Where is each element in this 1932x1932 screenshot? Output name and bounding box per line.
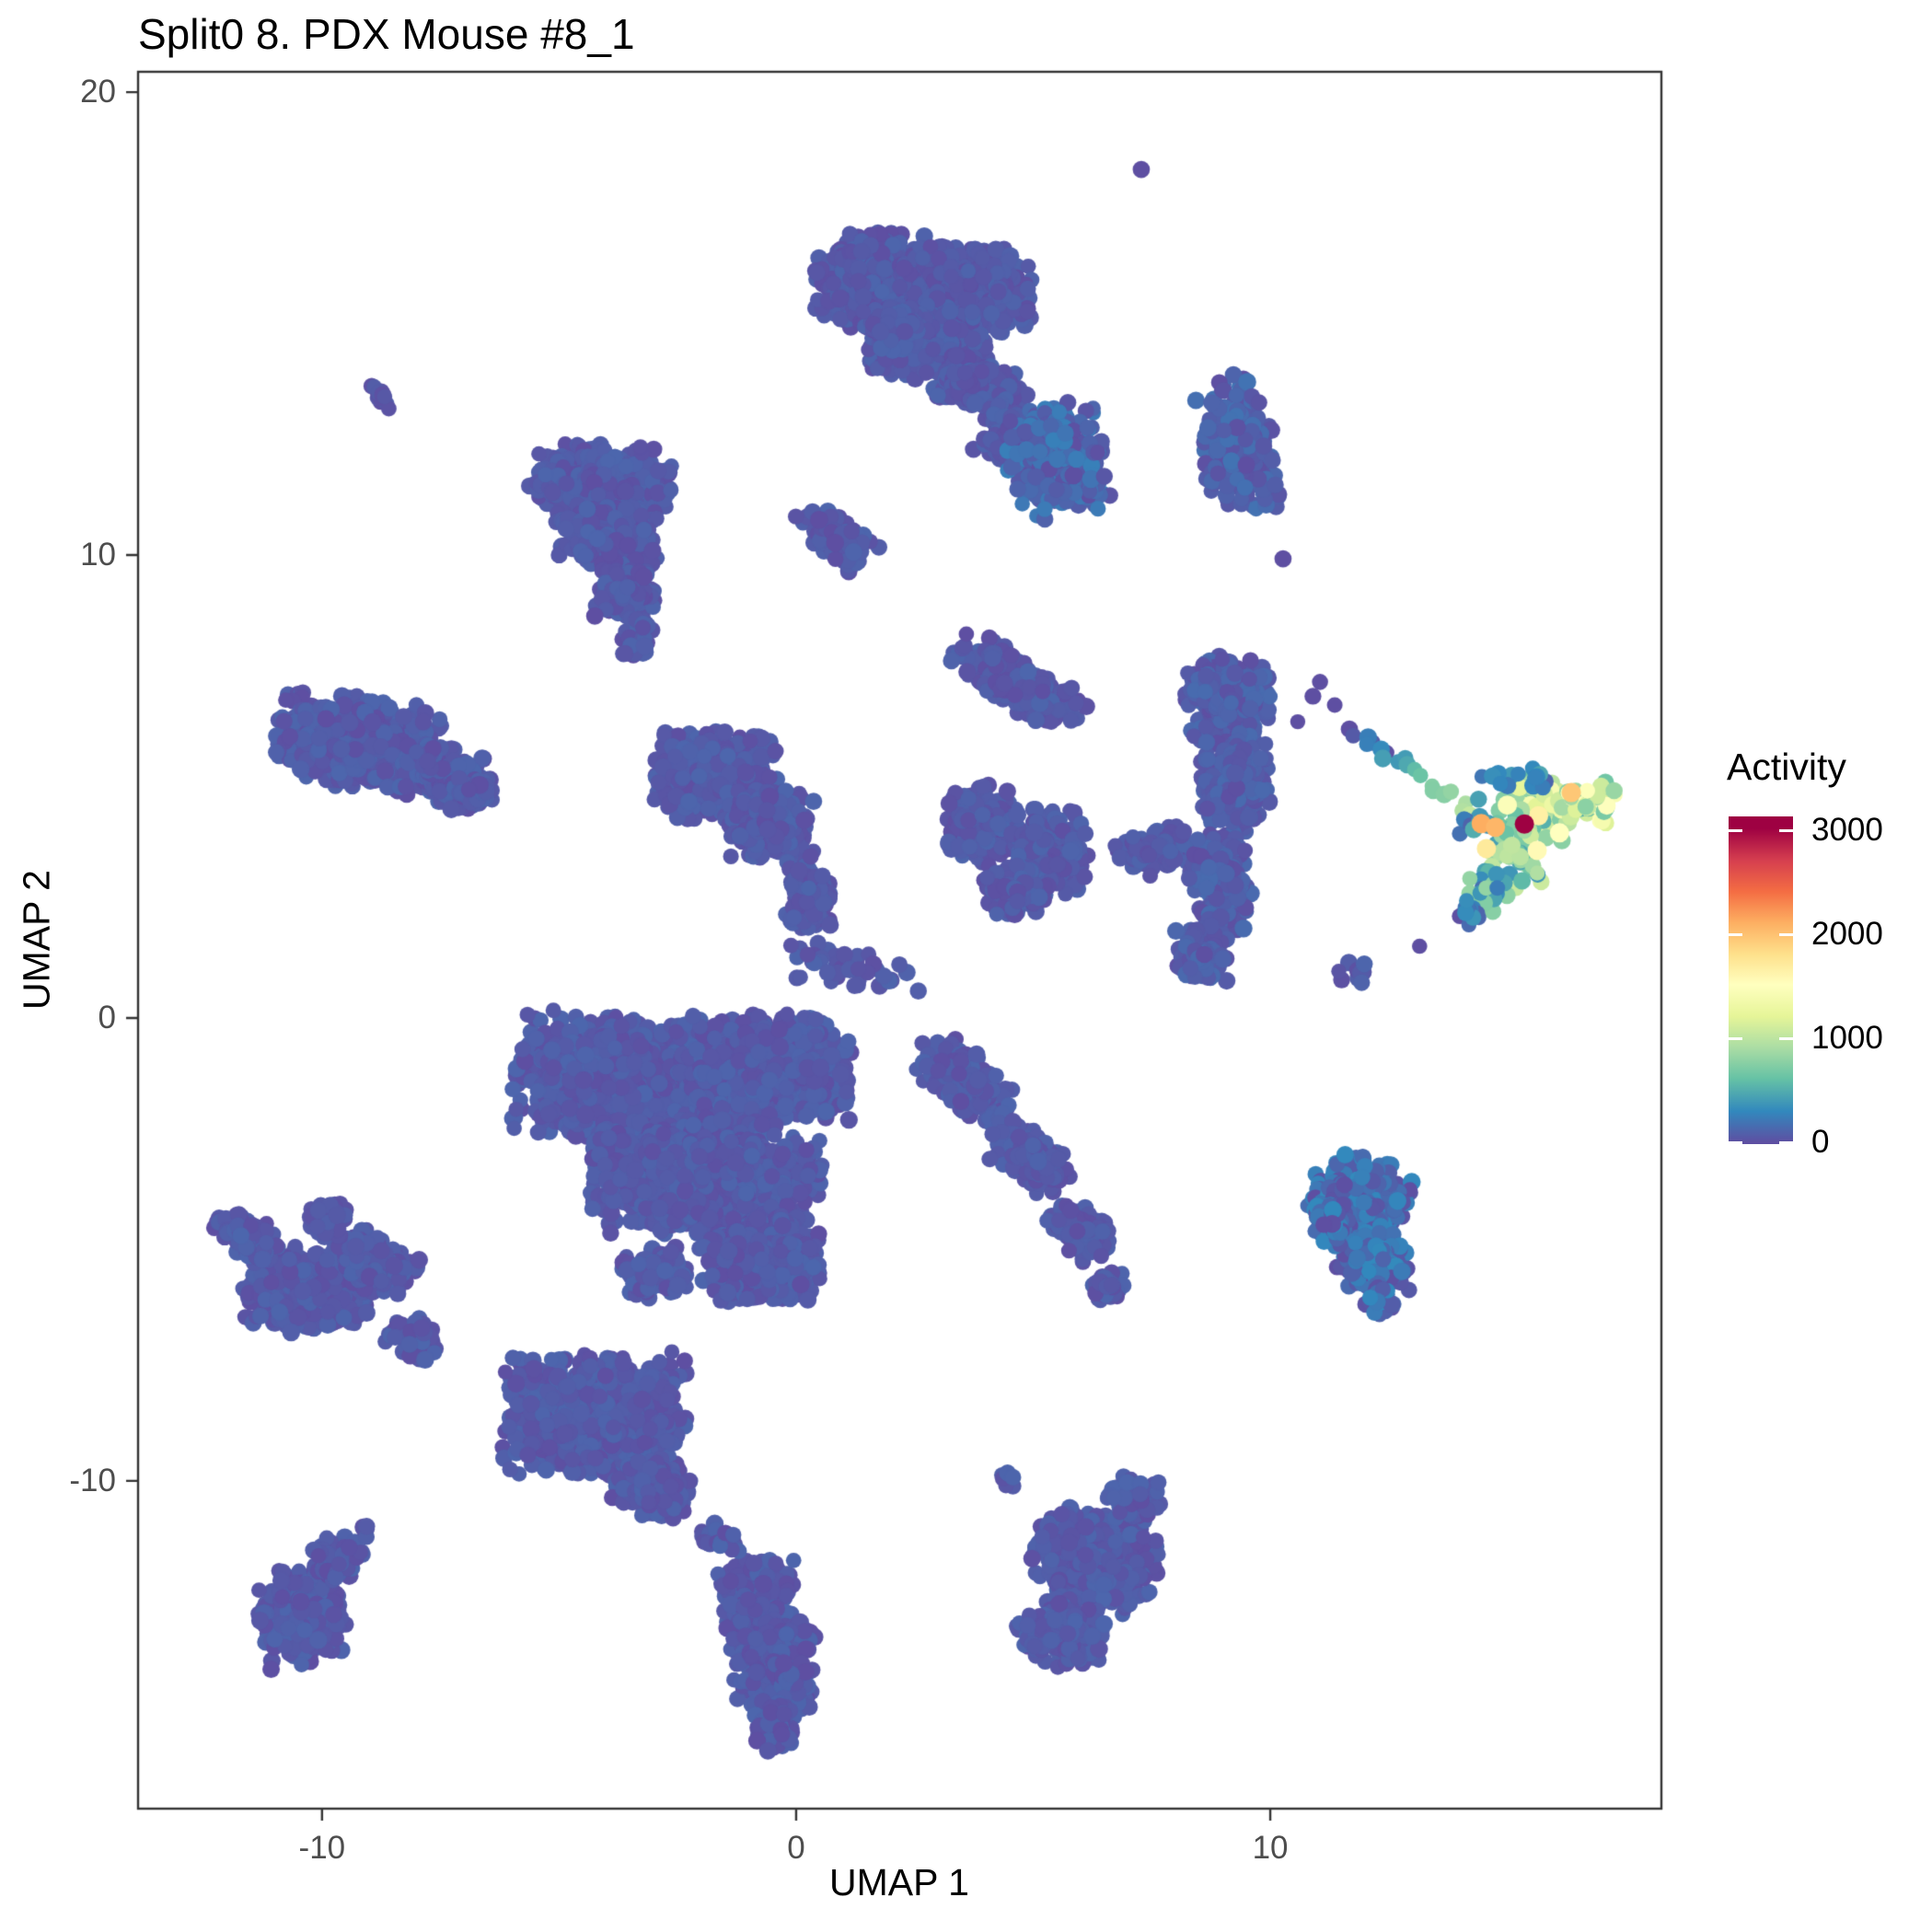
legend-label-3000: 3000: [1811, 812, 1883, 848]
y-tick-label-0: 0: [98, 999, 116, 1035]
legend-title: Activity: [1727, 746, 1846, 788]
x-tick-label-0: 0: [787, 1830, 805, 1866]
legend-tick-mark: [1729, 1141, 1742, 1144]
legend-tick-mark: [1729, 829, 1742, 832]
legend-tick-mark: [1729, 1037, 1742, 1040]
legend-colorbar: [1729, 816, 1793, 1144]
x-axis-label: UMAP 1: [829, 1861, 969, 1903]
y-tick-label-20: 20: [80, 74, 116, 110]
y-tick-label--10: -10: [69, 1462, 116, 1498]
legend-tick-mark: [1779, 829, 1793, 832]
legend-tick-mark: [1779, 933, 1793, 936]
x-tick-label-10: 10: [1252, 1830, 1289, 1866]
legend-label-1000: 1000: [1811, 1020, 1883, 1056]
legend-tick-mark: [1729, 933, 1742, 936]
legend-label-0: 0: [1811, 1124, 1830, 1160]
x-tick-label--10: -10: [298, 1830, 346, 1866]
y-tick-label-10: 10: [80, 537, 116, 573]
legend-tick-mark: [1779, 1141, 1793, 1144]
legend-label-2000: 2000: [1811, 916, 1883, 952]
legend-tick-mark: [1779, 1037, 1793, 1040]
y-axis-label: UMAP 2: [15, 870, 58, 1010]
